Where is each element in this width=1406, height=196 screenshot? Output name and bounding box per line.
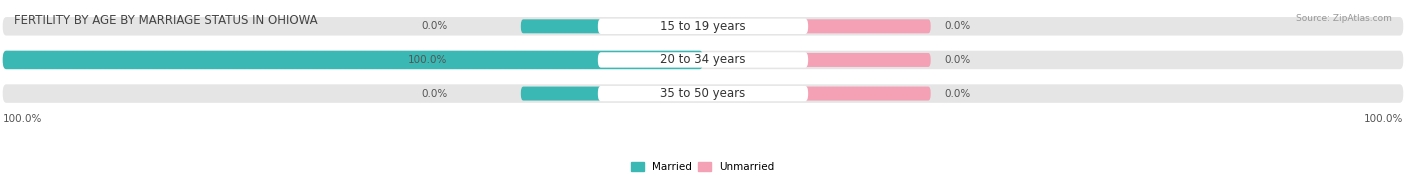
Text: 20 to 34 years: 20 to 34 years [661,54,745,66]
FancyBboxPatch shape [794,19,931,33]
FancyBboxPatch shape [520,19,658,33]
Text: 0.0%: 0.0% [945,55,970,65]
Text: 100.0%: 100.0% [3,114,42,124]
FancyBboxPatch shape [598,86,808,101]
Text: FERTILITY BY AGE BY MARRIAGE STATUS IN OHIOWA: FERTILITY BY AGE BY MARRIAGE STATUS IN O… [14,14,318,27]
Text: Source: ZipAtlas.com: Source: ZipAtlas.com [1296,14,1392,23]
Text: 0.0%: 0.0% [945,89,970,99]
FancyBboxPatch shape [520,53,658,67]
FancyBboxPatch shape [520,87,658,101]
FancyBboxPatch shape [794,87,931,101]
Legend: Married, Unmarried: Married, Unmarried [631,162,775,172]
FancyBboxPatch shape [3,17,1403,35]
Text: 35 to 50 years: 35 to 50 years [661,87,745,100]
FancyBboxPatch shape [3,84,1403,103]
FancyBboxPatch shape [794,53,931,67]
Text: 100.0%: 100.0% [1364,114,1403,124]
FancyBboxPatch shape [598,52,808,68]
Text: 0.0%: 0.0% [422,21,447,31]
FancyBboxPatch shape [3,51,1403,69]
Text: 0.0%: 0.0% [945,21,970,31]
Text: 15 to 19 years: 15 to 19 years [661,20,745,33]
FancyBboxPatch shape [3,51,703,69]
FancyBboxPatch shape [598,19,808,34]
Text: 0.0%: 0.0% [422,89,447,99]
Text: 100.0%: 100.0% [408,55,447,65]
